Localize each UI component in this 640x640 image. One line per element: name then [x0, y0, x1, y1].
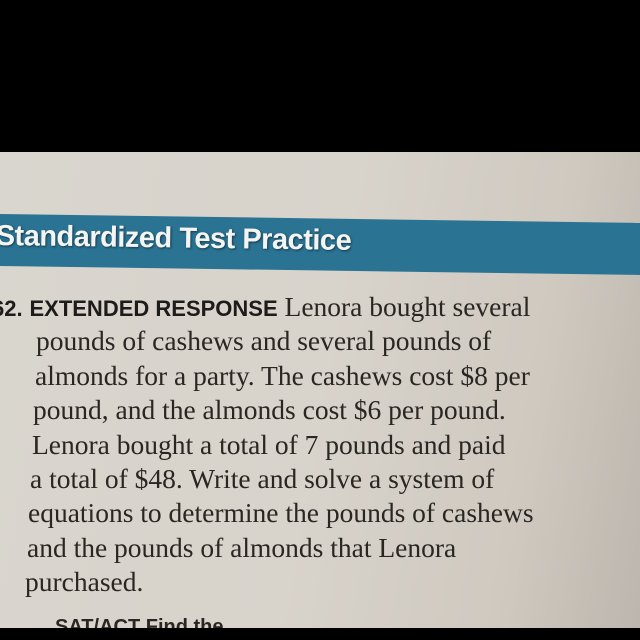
- problem-line: Lenora bought a total of 7 pounds and pa…: [32, 428, 506, 460]
- problem-62: 62. EXTENDED RESPONSE Lenora bought seve…: [0, 290, 640, 600]
- problem-number: 62.: [0, 296, 23, 321]
- problem-line: pounds of cashews and several pounds of: [36, 325, 492, 357]
- textbook-page: Standardized Test Practice 62. EXTENDED …: [0, 152, 640, 628]
- problem-type-label: EXTENDED RESPONSE: [29, 296, 278, 321]
- problem-line: and the pounds of almonds that Lenora: [27, 531, 457, 563]
- section-title: Standardized Test Practice: [0, 219, 352, 257]
- section-header-band: Standardized Test Practice: [0, 214, 640, 276]
- problem-line: purchased.: [25, 566, 144, 598]
- problem-text: Lenora bought several: [284, 291, 531, 322]
- problem-line: a total of $48. Write and solve a system…: [30, 462, 495, 494]
- problem-line: pound, and the almonds cost $6 per pound…: [33, 394, 506, 426]
- problem-line: equations to determine the pounds of cas…: [28, 497, 534, 529]
- problem-line: almonds for a party. The cashews cost $8…: [35, 359, 530, 391]
- next-problem-cutoff: SAT/ACT Find the: [55, 616, 224, 628]
- problem-line: 62. EXTENDED RESPONSE Lenora bought seve…: [0, 290, 640, 324]
